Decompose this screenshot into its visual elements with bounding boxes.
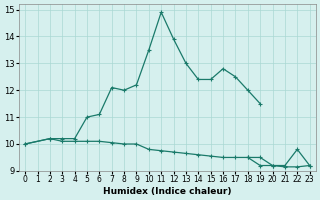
X-axis label: Humidex (Indice chaleur): Humidex (Indice chaleur) <box>103 187 232 196</box>
